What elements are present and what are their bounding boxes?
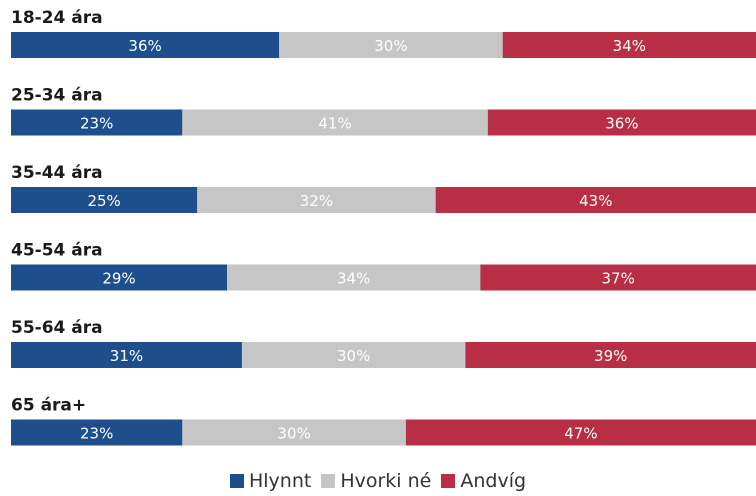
data-label: 47% xyxy=(564,425,597,443)
data-label: 36% xyxy=(605,115,638,133)
bar-segment xyxy=(11,109,183,136)
data-label: 30% xyxy=(337,347,370,365)
chart-legend: Hlynnt Hvorki né Andvíg xyxy=(0,470,756,492)
legend-label: Hvorki né xyxy=(340,470,432,492)
group-label: 25-34 ára xyxy=(11,86,103,106)
data-label: 30% xyxy=(277,425,310,443)
data-label: 30% xyxy=(374,37,407,55)
bar-segment xyxy=(435,187,756,213)
data-label: 34% xyxy=(613,37,646,55)
group-label: 55-64 ára xyxy=(11,318,103,338)
legend-label: Andvíg xyxy=(460,470,527,492)
stacked-bar-chart: 18-24 ára 36% 30% 34% 25-34 ára 23% 41% 36% 35-4… xyxy=(11,8,756,446)
bar-segment xyxy=(11,342,242,368)
bar-segment xyxy=(465,342,756,368)
data-label: 41% xyxy=(318,115,351,133)
bar-segment xyxy=(11,264,228,291)
legend-label: Hlynnt xyxy=(248,470,312,492)
data-label: 34% xyxy=(337,270,370,288)
bar-segment xyxy=(241,342,466,368)
bar-segment xyxy=(197,187,436,213)
bar-segment xyxy=(11,187,198,213)
group-label: 18-24 ára xyxy=(11,8,103,28)
data-label: 23% xyxy=(80,425,113,443)
bar-segment xyxy=(182,109,488,136)
data-label: 37% xyxy=(602,270,635,288)
bar-segment xyxy=(11,32,280,58)
bar-segment xyxy=(487,109,756,136)
bar-segment xyxy=(502,32,756,58)
bar-segment xyxy=(11,419,183,446)
data-label: 32% xyxy=(300,192,333,210)
bar-segment xyxy=(227,264,481,291)
data-label: 36% xyxy=(128,37,161,55)
data-label: 43% xyxy=(579,192,612,210)
legend-swatch xyxy=(229,474,244,488)
data-label: 25% xyxy=(87,192,120,210)
data-label: 31% xyxy=(110,347,143,365)
group-label: 65 ára+ xyxy=(11,396,86,416)
legend-swatch xyxy=(441,474,456,488)
data-label: 23% xyxy=(80,115,113,133)
legend-item: Hlynnt xyxy=(229,470,312,492)
bar-segment xyxy=(182,419,406,446)
data-label: 29% xyxy=(102,270,135,288)
legend-item: Andvíg xyxy=(441,470,526,492)
group-label: 35-44 ára xyxy=(11,163,103,183)
legend-swatch xyxy=(321,474,336,488)
bar-segment xyxy=(279,32,503,58)
bar-segment xyxy=(480,264,756,291)
data-label: 39% xyxy=(594,347,627,365)
legend-item: Hvorki né xyxy=(321,470,431,492)
bar-segment xyxy=(405,419,756,446)
group-label: 45-54 ára xyxy=(11,241,103,261)
